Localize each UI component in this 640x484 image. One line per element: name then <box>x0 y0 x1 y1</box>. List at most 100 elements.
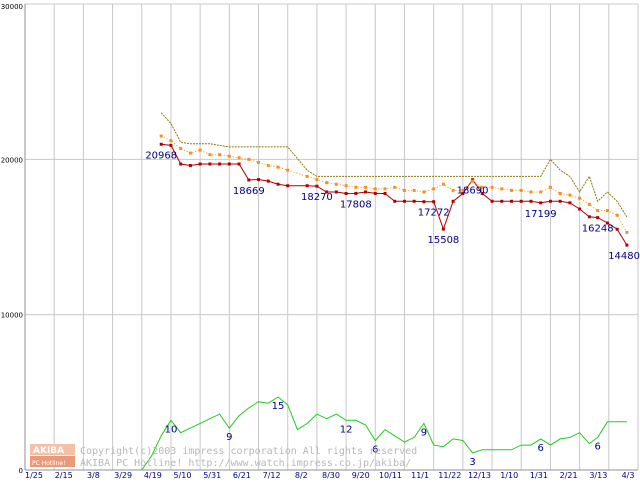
x-tick-label: 2/15 <box>55 471 73 480</box>
series-marker-1 <box>432 187 436 191</box>
series-marker-0 <box>412 199 416 203</box>
series-marker-1 <box>568 193 572 197</box>
series-marker-1 <box>305 174 309 178</box>
series-marker-0 <box>373 191 377 195</box>
series-marker-0 <box>441 227 445 231</box>
series-marker-1 <box>354 185 358 189</box>
x-tick-label: 3/13 <box>589 471 607 480</box>
series-marker-0 <box>568 201 572 205</box>
series-marker-1 <box>159 134 163 138</box>
series-line-3 <box>141 396 627 471</box>
series-marker-0 <box>539 201 543 205</box>
series-marker-0 <box>227 162 231 166</box>
series-marker-0 <box>266 179 270 183</box>
series-line-0 <box>161 143 628 246</box>
series-marker-1 <box>276 165 280 169</box>
x-tick-label: 8/30 <box>322 471 340 480</box>
x-tick-label: 11/1 <box>411 471 429 480</box>
url-line: AKIBA PC Hotline! http://www.watch.impre… <box>80 458 411 469</box>
series-marker-0 <box>432 200 436 204</box>
series-marker-0 <box>257 178 261 182</box>
count-label: 6 <box>372 444 378 455</box>
series-marker-1 <box>529 190 533 194</box>
series-marker-1 <box>441 182 445 186</box>
series-marker-0 <box>198 162 202 166</box>
watermark: AKIBA PC Hotline! Copyright(c)2003 impre… <box>30 444 417 469</box>
series-marker-1 <box>625 230 629 234</box>
x-tick-label: 9/20 <box>352 471 370 480</box>
count-label: 15 <box>272 401 285 412</box>
price-label: 16248 <box>582 224 614 235</box>
series-marker-0 <box>519 199 523 203</box>
count-label: 12 <box>340 424 353 435</box>
price-label: 17272 <box>418 208 450 219</box>
series-marker-0 <box>383 192 387 196</box>
series-marker-1 <box>325 181 329 185</box>
series-marker-1 <box>334 182 338 186</box>
series-marker-1 <box>615 213 619 217</box>
series-marker-1 <box>266 164 270 168</box>
series-marker-0 <box>237 162 241 166</box>
price-label: 15508 <box>427 235 459 246</box>
series-marker-1 <box>451 188 455 192</box>
price-label: 18669 <box>233 186 265 197</box>
x-tick-label: 5/10 <box>174 471 192 480</box>
series-marker-0 <box>208 162 212 166</box>
series-marker-0 <box>188 164 192 168</box>
count-label: 10 <box>165 424 178 435</box>
series-marker-0 <box>393 199 397 203</box>
x-tick-label: 3/29 <box>114 471 132 480</box>
series-marker-0 <box>344 192 348 196</box>
series-marker-1 <box>605 209 609 213</box>
series-marker-1 <box>257 160 261 164</box>
copyright-line: Copyright(c)2003 impress corporation All… <box>80 446 417 457</box>
series-marker-0 <box>490 199 494 203</box>
series-marker-1 <box>247 157 251 161</box>
y-tick-label: 30000 <box>1 3 23 11</box>
series-marker-0 <box>169 143 173 147</box>
series-marker-0 <box>325 190 329 194</box>
series-marker-1 <box>198 148 202 152</box>
x-tick-label: 12/13 <box>468 471 491 480</box>
series-marker-0 <box>615 227 619 231</box>
series-marker-1 <box>558 192 562 196</box>
series-marker-0 <box>179 162 183 166</box>
series-marker-1 <box>179 146 183 150</box>
series-marker-0 <box>218 162 222 166</box>
series-marker-0 <box>247 178 251 182</box>
x-tick-label: 8/2 <box>295 471 308 480</box>
series-marker-0 <box>286 184 290 188</box>
series-marker-0 <box>159 142 163 146</box>
series-marker-0 <box>578 207 582 211</box>
series-marker-1 <box>208 153 212 157</box>
series-marker-0 <box>480 192 484 196</box>
series-marker-0 <box>451 199 455 203</box>
series-marker-1 <box>587 202 591 206</box>
series-marker-1 <box>227 154 231 158</box>
series-marker-0 <box>305 184 309 188</box>
logo-bottom-text: PC Hotline! <box>32 460 65 467</box>
count-label: 6 <box>595 441 601 452</box>
count-label: 3 <box>469 457 475 468</box>
series-marker-0 <box>605 221 609 225</box>
x-tick-label: 4/3 <box>622 471 635 480</box>
price-label: 18690 <box>457 186 489 197</box>
price-label: 20968 <box>145 150 177 161</box>
akiba-logo-top <box>30 444 75 455</box>
series-marker-0 <box>558 199 562 203</box>
series-marker-1 <box>169 139 173 143</box>
series-marker-0 <box>625 243 629 247</box>
series-line-2 <box>160 112 628 218</box>
x-tick-label: 7/12 <box>263 471 281 480</box>
x-tick-label: 5/31 <box>203 471 221 480</box>
series-marker-1 <box>286 168 290 172</box>
series-marker-1 <box>344 184 348 188</box>
series-marker-0 <box>596 216 600 220</box>
series-marker-1 <box>578 196 582 200</box>
count-label: 9 <box>226 432 232 443</box>
series-marker-0 <box>364 190 368 194</box>
y-tick-label: 10000 <box>1 312 23 320</box>
series-marker-1 <box>539 190 543 194</box>
series-marker-0 <box>276 182 280 186</box>
